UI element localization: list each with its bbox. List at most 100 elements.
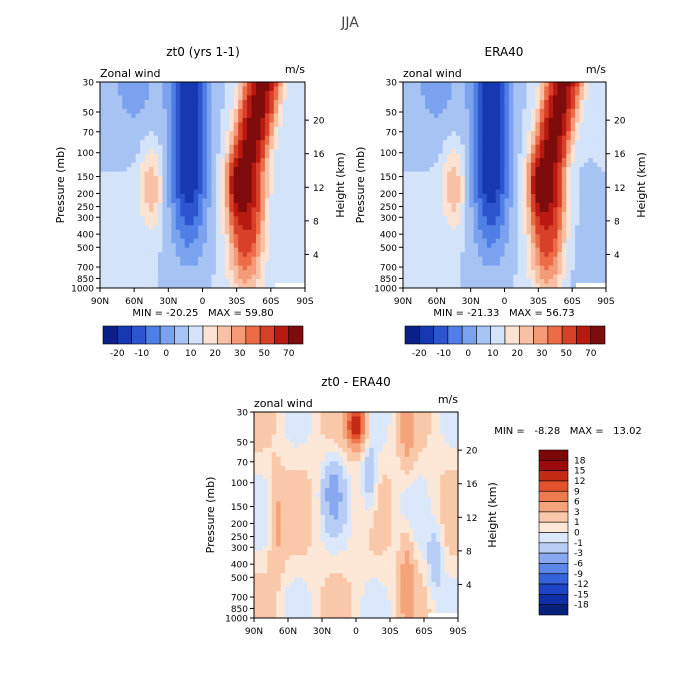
heatmap-cell <box>382 447 388 453</box>
colorbar-swatch <box>174 325 190 345</box>
heatmap-cell <box>422 434 428 440</box>
heatmap-cell <box>548 216 554 222</box>
heatmap-cell <box>229 216 235 222</box>
heatmap-cell <box>411 167 417 173</box>
heatmap-cell <box>455 144 461 150</box>
heatmap-cell <box>280 447 286 453</box>
heatmap-cell <box>557 153 563 159</box>
heatmap-cell <box>117 86 123 92</box>
heatmap-cell <box>544 202 550 208</box>
heatmap-cell <box>495 256 501 262</box>
heatmap-cell <box>140 207 146 213</box>
heatmap-cell <box>264 108 270 114</box>
heatmap-cell <box>144 198 150 204</box>
heatmap-cell <box>478 234 484 240</box>
colorbar-swatch <box>590 325 606 345</box>
heatmap-cell <box>220 104 226 110</box>
heatmap-cell <box>535 153 541 159</box>
heatmap-cell <box>395 447 401 453</box>
heatmap-cell <box>193 171 199 177</box>
heatmap-cell <box>198 135 204 141</box>
heatmap-cell <box>482 238 488 244</box>
heatmap-cell <box>329 452 335 458</box>
heatmap-cell <box>400 429 406 435</box>
heatmap-cell <box>189 193 195 200</box>
heatmap-cell <box>583 243 589 249</box>
heatmap-cell <box>588 131 594 137</box>
heatmap-cell <box>407 261 413 267</box>
panel-model-stats: MIN = -20.25 MAX = 59.80 <box>132 308 273 319</box>
heatmap-cell <box>104 283 110 288</box>
heatmap-cell <box>238 117 244 123</box>
heatmap-cell <box>469 270 475 276</box>
heatmap-cell <box>416 220 422 226</box>
heatmap-cell <box>508 104 514 110</box>
heatmap-cell <box>298 425 304 431</box>
heatmap-cell <box>601 274 606 280</box>
heatmap-cell <box>575 135 581 141</box>
heatmap-cell <box>455 180 461 186</box>
heatmap-cell <box>113 180 119 186</box>
heatmap-cell <box>267 429 273 435</box>
heatmap-cell <box>215 95 221 101</box>
heatmap-cell <box>469 113 475 119</box>
heatmap-cell <box>378 412 384 418</box>
heatmap-cell <box>442 126 448 132</box>
heatmap-cell <box>202 274 208 280</box>
heatmap-cell <box>422 438 428 444</box>
colorbar-label: 30 <box>536 349 548 359</box>
heatmap-cell <box>238 238 244 244</box>
heatmap-cell <box>126 279 132 285</box>
heatmap-cell <box>238 180 244 186</box>
heatmap-cell <box>429 180 435 186</box>
heatmap-cell <box>104 158 110 164</box>
heatmap-cell <box>291 274 297 280</box>
heatmap-cell <box>247 162 253 168</box>
heatmap-cell <box>140 153 146 159</box>
heatmap-cell <box>482 140 488 146</box>
panel-difference-title: zt0 - ERA40 <box>321 375 391 389</box>
heatmap-cell <box>495 238 501 244</box>
heatmap-cell <box>433 270 439 276</box>
heatmap-cell <box>411 247 417 253</box>
heatmap-cell <box>557 171 563 177</box>
heatmap-cell <box>455 207 461 213</box>
heatmap-cell <box>418 412 424 418</box>
heatmap-cell <box>482 247 488 253</box>
heatmap-cell <box>588 149 594 155</box>
heatmap-cell <box>411 220 417 226</box>
heatmap-cell <box>122 176 128 182</box>
heatmap-cell <box>429 99 435 105</box>
heatmap-cell <box>469 104 475 110</box>
heatmap-cell <box>575 117 581 123</box>
heatmap-cell <box>535 261 541 267</box>
heatmap-cell <box>504 243 510 249</box>
heatmap-cell <box>251 193 257 200</box>
heatmap-cell <box>117 185 123 191</box>
heatmap-cell <box>500 243 506 249</box>
heatmap-cell <box>198 283 204 288</box>
heatmap-cell <box>539 256 545 262</box>
heatmap-cell <box>579 265 585 271</box>
heatmap-cell <box>298 416 304 422</box>
heatmap-cell <box>464 274 470 280</box>
heatmap-cell <box>382 420 388 427</box>
heatmap-cell <box>342 434 348 440</box>
heatmap-cell <box>278 153 284 159</box>
heatmap-cell <box>131 126 137 132</box>
heatmap-cell <box>247 153 253 159</box>
heatmap-cell <box>233 283 239 288</box>
heatmap-cell <box>561 238 567 244</box>
heatmap-cell <box>307 434 313 440</box>
heatmap-cell <box>548 126 554 132</box>
heatmap-cell <box>517 243 523 249</box>
heatmap-cell <box>153 104 159 110</box>
heatmap-cell <box>597 86 603 92</box>
heatmap-cell <box>298 438 304 444</box>
heatmap-cell <box>260 82 266 88</box>
heatmap-cell <box>522 270 528 276</box>
heatmap-cell <box>269 252 275 258</box>
heatmap-cell <box>570 256 576 262</box>
heatmap-cell <box>400 443 406 449</box>
heatmap-cell <box>271 456 277 462</box>
